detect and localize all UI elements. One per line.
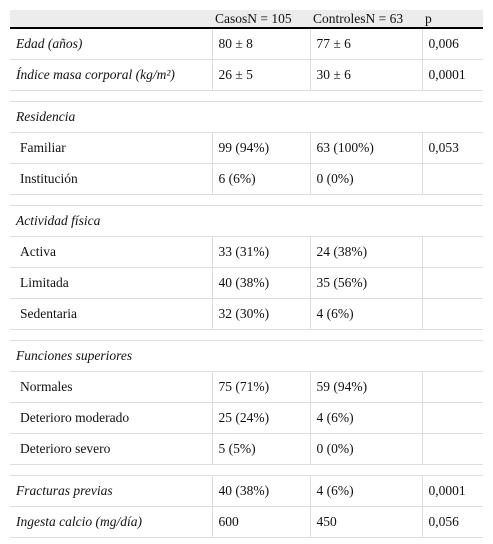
value-cell: 4 (6%) — [309, 298, 422, 330]
header-row: CasosN = 105 ControlesN = 63 p — [10, 10, 483, 29]
value-cell: 75 (71%) — [211, 371, 310, 403]
value-cell — [421, 163, 483, 195]
row-label: Índice masa corporal (kg/m²) — [10, 59, 212, 91]
value-cell: 5 (5%) — [211, 433, 310, 465]
data-row: Edad (años) 80 ± 8 77 ± 6 0,006 — [10, 27, 483, 60]
data-row: Limitada 40 (38%) 35 (56%) — [10, 267, 483, 299]
value-cell: 40 (38%) — [211, 475, 310, 507]
data-row: Fracturas previas 40 (38%) 4 (6%) 0,0001 — [10, 475, 483, 507]
row-label: Ingesta calcio (mg/día) — [10, 506, 212, 538]
value-cell: 0,006 — [421, 27, 483, 60]
value-cell — [421, 236, 483, 268]
row-label: Deterioro moderado — [10, 402, 212, 434]
value-cell: 0 (0%) — [309, 433, 422, 465]
row-label: Activa — [10, 236, 212, 268]
value-cell: 0 (0%) — [309, 163, 422, 195]
header-cell: p — [422, 10, 483, 29]
data-row: Institución 6 (6%) 0 (0%) — [10, 163, 483, 195]
data-row: Activa 33 (31%) 24 (38%) — [10, 236, 483, 268]
spacer-cell — [10, 329, 483, 341]
data-row: Deterioro severo 5 (5%) 0 (0%) — [10, 433, 483, 465]
value-cell: 600 — [211, 506, 310, 538]
data-table: CasosN = 105 ControlesN = 63 p Edad (año… — [10, 10, 483, 538]
section-row: Funciones superiores — [10, 340, 483, 372]
value-cell: 80 ± 8 — [211, 27, 310, 60]
value-cell: 450 — [309, 506, 422, 538]
value-cell: 24 (38%) — [309, 236, 422, 268]
section-row: Actividad física — [10, 205, 483, 237]
row-label: Actividad física — [10, 205, 483, 237]
row-label: Limitada — [10, 267, 212, 299]
row-label: Residencia — [10, 101, 483, 133]
row-label: Fracturas previas — [10, 475, 212, 507]
value-cell: 26 ± 5 — [211, 59, 310, 91]
row-label: Edad (años) — [10, 27, 212, 60]
value-cell: 99 (94%) — [211, 132, 310, 164]
value-cell: 30 ± 6 — [309, 59, 422, 91]
row-label: Sedentaria — [10, 298, 212, 330]
spacer-row — [10, 90, 483, 102]
header-cell — [10, 10, 212, 29]
value-cell — [421, 433, 483, 465]
value-cell: 0,053 — [421, 132, 483, 164]
value-cell — [421, 298, 483, 330]
spacer-row — [10, 194, 483, 206]
value-cell: 40 (38%) — [211, 267, 310, 299]
row-label: Institución — [10, 163, 212, 195]
spacer-cell — [10, 464, 483, 476]
value-cell — [421, 402, 483, 434]
spacer-row — [10, 329, 483, 341]
spacer-cell — [10, 90, 483, 102]
value-cell: 77 ± 6 — [309, 27, 422, 60]
value-cell: 63 (100%) — [309, 132, 422, 164]
value-cell: 33 (31%) — [211, 236, 310, 268]
data-row: Índice masa corporal (kg/m²) 26 ± 5 30 ± 6… — [10, 59, 483, 91]
spacer-cell — [10, 194, 483, 206]
section-row: Residencia — [10, 101, 483, 133]
header-cell: CasosN = 105 — [212, 10, 310, 29]
data-row: Ingesta calcio (mg/día) 600 450 0,056 — [10, 506, 483, 538]
row-label: Deterioro severo — [10, 433, 212, 465]
value-cell: 35 (56%) — [309, 267, 422, 299]
row-label: Funciones superiores — [10, 340, 483, 372]
value-cell: 4 (6%) — [309, 475, 422, 507]
value-cell: 32 (30%) — [211, 298, 310, 330]
data-row: Familiar 99 (94%) 63 (100%) 0,053 — [10, 132, 483, 164]
value-cell: 25 (24%) — [211, 402, 310, 434]
value-cell: 0,0001 — [421, 475, 483, 507]
table-body: Edad (años) 80 ± 8 77 ± 6 0,006 Índice masa … — [10, 27, 483, 538]
data-row: Sedentaria 32 (30%) 4 (6%) — [10, 298, 483, 330]
spacer-row — [10, 464, 483, 476]
row-label: Normales — [10, 371, 212, 403]
data-row: Normales 75 (71%) 59 (94%) — [10, 371, 483, 403]
data-row: Deterioro moderado 25 (24%) 4 (6%) — [10, 402, 483, 434]
row-label: Familiar — [10, 132, 212, 164]
value-cell — [421, 371, 483, 403]
value-cell: 4 (6%) — [309, 402, 422, 434]
value-cell — [421, 267, 483, 299]
header-cell: ControlesN = 63 — [310, 10, 422, 29]
value-cell: 0,056 — [421, 506, 483, 538]
value-cell: 59 (94%) — [309, 371, 422, 403]
value-cell: 0,0001 — [421, 59, 483, 91]
value-cell: 6 (6%) — [211, 163, 310, 195]
